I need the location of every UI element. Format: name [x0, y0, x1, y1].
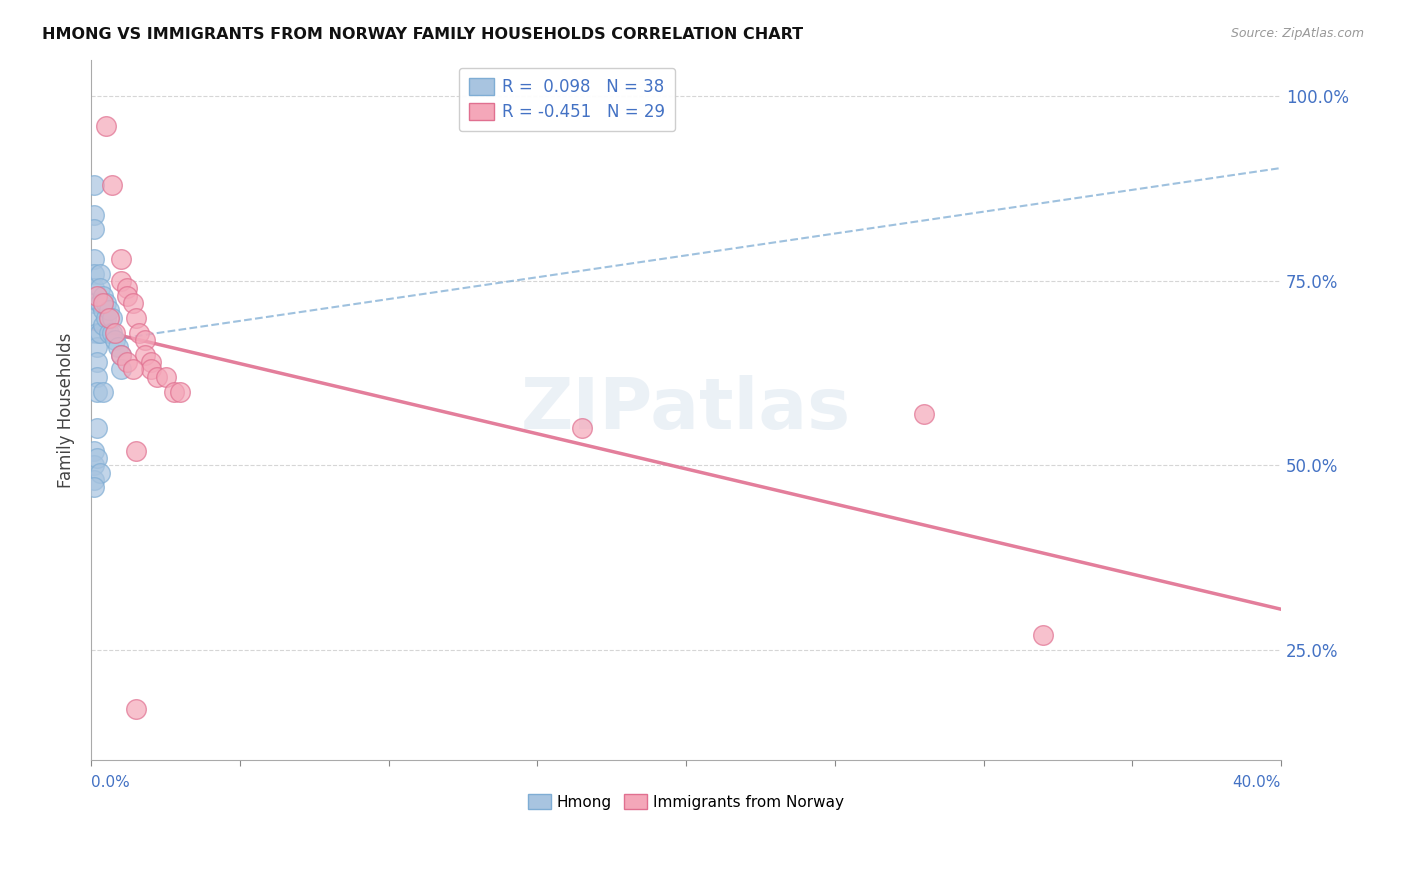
Point [163, 384, 186, 399]
Point [145, 369, 167, 384]
Point [571, 421, 593, 435]
Point [83, 473, 105, 487]
Point [91, 318, 114, 333]
Point [86, 421, 108, 435]
Text: HMONG VS IMMIGRANTS FROM NORWAY FAMILY HOUSEHOLDS CORRELATION CHART: HMONG VS IMMIGRANTS FROM NORWAY FAMILY H… [42, 27, 803, 42]
Point [101, 178, 124, 192]
Text: ZIPatlas: ZIPatlas [522, 376, 851, 444]
Y-axis label: Family Households: Family Households [58, 333, 75, 488]
Point [83, 222, 105, 236]
Point [86, 450, 108, 465]
Point [169, 384, 191, 399]
Point [83, 207, 105, 221]
Point [110, 348, 132, 362]
Point [125, 702, 148, 716]
Text: 40.0%: 40.0% [1233, 775, 1281, 790]
Point [1032, 628, 1054, 642]
Point [83, 267, 105, 281]
Point [101, 310, 124, 325]
Point [83, 178, 105, 192]
Point [89, 326, 111, 340]
Point [107, 340, 129, 354]
Point [94, 310, 117, 325]
Point [91, 384, 114, 399]
Point [110, 274, 132, 288]
Point [86, 340, 108, 354]
Point [134, 333, 156, 347]
Point [83, 310, 105, 325]
Point [94, 119, 117, 133]
Point [89, 296, 111, 310]
Point [86, 326, 108, 340]
Point [86, 384, 108, 399]
Point [98, 303, 121, 318]
Point [104, 333, 127, 347]
Point [89, 267, 111, 281]
Point [139, 362, 162, 376]
Point [121, 296, 143, 310]
Point [101, 326, 124, 340]
Text: Source: ZipAtlas.com: Source: ZipAtlas.com [1230, 27, 1364, 40]
Point [83, 443, 105, 458]
Point [89, 281, 111, 295]
Point [98, 326, 121, 340]
Point [91, 296, 114, 310]
Point [139, 355, 162, 369]
Legend: Hmong, Immigrants from Norway: Hmong, Immigrants from Norway [522, 788, 851, 816]
Point [125, 310, 148, 325]
Point [110, 348, 132, 362]
Point [86, 288, 108, 302]
Point [110, 252, 132, 266]
Point [104, 326, 127, 340]
Point [155, 369, 177, 384]
Point [115, 281, 138, 295]
Point [89, 466, 111, 480]
Text: 0.0%: 0.0% [91, 775, 129, 790]
Point [83, 296, 105, 310]
Point [115, 288, 138, 302]
Point [83, 281, 105, 295]
Point [83, 458, 105, 473]
Point [110, 362, 132, 376]
Point [912, 407, 935, 421]
Point [86, 369, 108, 384]
Point [94, 296, 117, 310]
Point [83, 252, 105, 266]
Point [134, 348, 156, 362]
Point [83, 480, 105, 494]
Point [125, 443, 148, 458]
Point [91, 288, 114, 302]
Point [128, 326, 150, 340]
Point [115, 355, 138, 369]
Point [86, 355, 108, 369]
Point [98, 310, 121, 325]
Point [91, 303, 114, 318]
Point [121, 362, 143, 376]
